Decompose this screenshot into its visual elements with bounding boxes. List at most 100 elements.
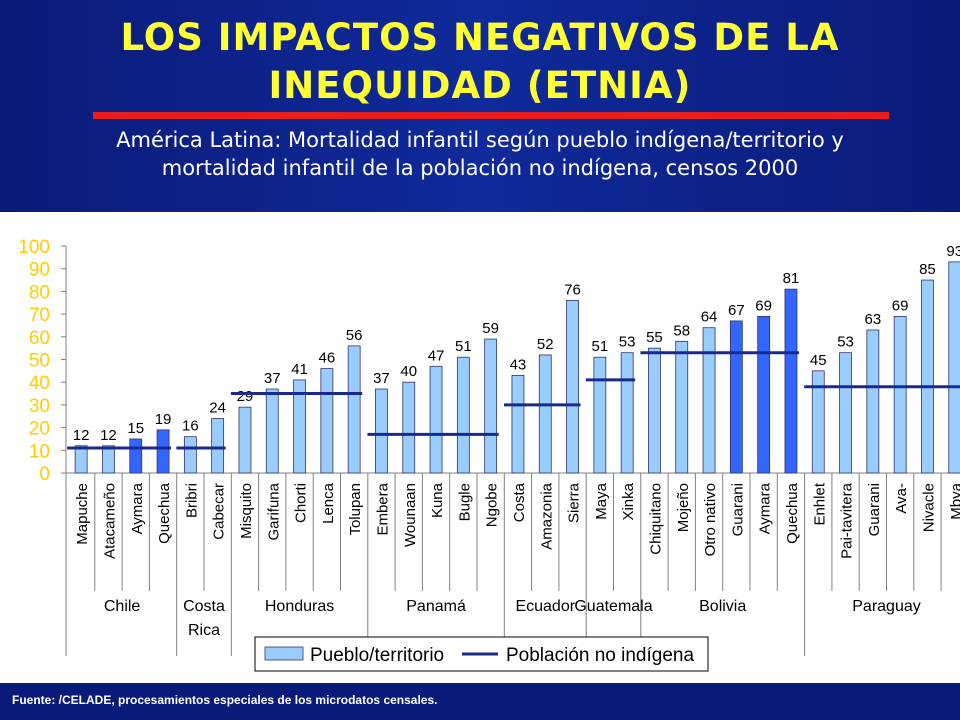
country-label: Guatemala (574, 598, 652, 615)
value-label: 59 (482, 320, 499, 337)
category-label: Quechua (784, 482, 801, 544)
category-label: Chorti (293, 483, 310, 523)
value-label: 40 (400, 363, 417, 380)
bar (347, 345, 361, 474)
category-label: Quechua (156, 482, 173, 544)
category-label: Atacameño (101, 483, 118, 559)
value-label: 16 (182, 418, 199, 435)
bar (211, 418, 225, 474)
y-tick-label: 70 (29, 305, 50, 326)
y-tick-label: 80 (29, 282, 50, 303)
bar (293, 379, 306, 474)
category-label: Mapuche (74, 483, 91, 545)
country-label: Costa (183, 598, 225, 615)
country-label: Panamá (406, 598, 466, 615)
category-label: Cabecar (211, 483, 228, 540)
country-label: Paraguay (852, 598, 921, 615)
value-label: 56 (346, 327, 363, 344)
category-label: Ava- (893, 483, 910, 514)
value-label: 45 (810, 352, 827, 369)
value-label: 37 (264, 370, 281, 387)
bar (238, 406, 252, 474)
value-label: 53 (837, 334, 854, 351)
title-line-1: LOS IMPACTOS NEGATIVOS DE LA (120, 16, 840, 59)
bar (811, 370, 825, 474)
bar (375, 388, 388, 474)
category-label: Bribri (183, 483, 200, 518)
category-label: Mojeño (675, 483, 692, 532)
category-label: Otro nativo (702, 483, 719, 556)
category-label: Lenca (320, 482, 337, 524)
header-banner: LOS IMPACTOS NEGATIVOS DE LA INEQUIDAD (… (0, 0, 960, 212)
bar (320, 368, 334, 474)
value-label: 64 (701, 309, 718, 326)
bar (538, 354, 552, 474)
bar (866, 329, 880, 474)
category-label: Chiquitano (647, 483, 664, 555)
y-tick-label: 0 (39, 464, 50, 485)
y-tick-label: 40 (29, 373, 50, 394)
value-label: 43 (510, 356, 527, 373)
value-label: 37 (373, 370, 390, 387)
y-tick-label: 50 (29, 351, 50, 372)
y-tick-label: 30 (29, 396, 50, 417)
category-label: Maya (593, 482, 610, 519)
category-label: Misquito (238, 483, 255, 539)
category-label: Pai-tavitera (839, 482, 856, 559)
bar (675, 340, 689, 474)
category-label: Aymara (129, 482, 146, 534)
legend-bar-swatch (264, 646, 304, 661)
legend-bar-label: Pueblo/territorio (310, 645, 444, 666)
bar (784, 288, 798, 474)
value-label: 51 (455, 338, 472, 355)
subtitle-line-1: América Latina: Mortalidad infantil segú… (116, 128, 844, 152)
category-label: Bugle (456, 483, 473, 521)
value-label: 81 (783, 270, 800, 287)
country-label: Honduras (265, 598, 334, 615)
value-label: 63 (865, 311, 882, 328)
bar (402, 381, 416, 474)
value-label: 47 (428, 347, 445, 364)
category-label: Guarani (729, 483, 746, 536)
category-label: Sierra (566, 482, 583, 523)
category-label: Nivacle (920, 483, 937, 532)
value-label: 15 (127, 420, 144, 437)
bar (74, 445, 88, 474)
y-tick-label: 100 (18, 237, 50, 258)
value-label: 29 (237, 388, 254, 405)
category-label: Ngobe (484, 483, 501, 527)
footer-bar: Fuente: /CELADE, procesamientos especial… (0, 683, 960, 720)
page-title: LOS IMPACTOS NEGATIVOS DE LA INEQUIDAD (… (60, 14, 900, 110)
y-tick-label: 20 (29, 419, 50, 440)
value-label: 76 (564, 281, 581, 298)
bar (265, 388, 279, 474)
value-label: 12 (100, 427, 117, 444)
category-label: Aymara (757, 482, 774, 534)
category-label: Garifuna (265, 482, 282, 540)
bar (948, 261, 960, 474)
bar (429, 365, 443, 474)
value-label: 46 (319, 350, 336, 367)
bar (893, 315, 907, 474)
bar (593, 356, 607, 474)
value-label: 69 (892, 297, 909, 314)
value-label: 67 (728, 302, 745, 319)
title-line-2: INEQUIDAD (ETNIA) (268, 64, 692, 107)
category-label: Amazonia (538, 482, 555, 549)
bar (729, 320, 743, 474)
category-label: Guarani (866, 483, 883, 536)
value-label: 69 (755, 297, 772, 314)
country-label: Bolivia (699, 598, 746, 615)
bar (156, 429, 170, 474)
bar (702, 327, 716, 474)
y-tick-label: 10 (29, 441, 50, 462)
bar (511, 374, 525, 474)
value-label: 52 (537, 336, 554, 353)
source-note: Fuente: /CELADE, procesamientos especial… (12, 693, 438, 707)
category-label: Enhlet (811, 482, 828, 525)
value-label: 58 (673, 322, 690, 339)
bar (566, 300, 579, 474)
country-label: Rica (188, 622, 220, 639)
bar (648, 347, 661, 474)
bar (620, 352, 634, 474)
